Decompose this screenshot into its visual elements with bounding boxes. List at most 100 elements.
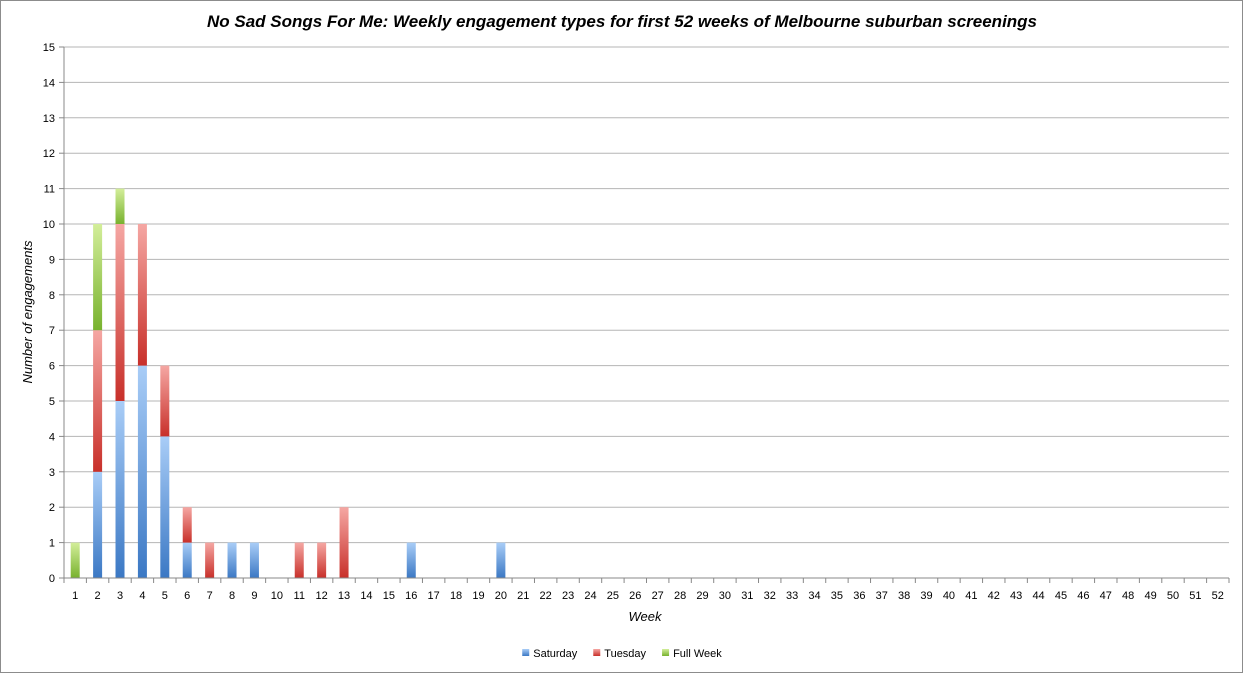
bar-layer — [70, 188, 506, 578]
bar-tuesday-week-6 — [182, 507, 192, 543]
bar-tuesday-week-13 — [339, 507, 349, 578]
y-tick-label: 10 — [43, 219, 55, 231]
x-tick-label: 48 — [1122, 590, 1134, 602]
x-tick-label: 51 — [1189, 590, 1201, 602]
y-tick-label: 7 — [49, 325, 55, 337]
legend-item-tuesday: Tuesday — [593, 648, 647, 660]
x-tick-label: 46 — [1077, 590, 1089, 602]
x-tick-label: 23 — [562, 590, 574, 602]
x-tick-label: 24 — [584, 590, 596, 602]
legend: Saturday Tuesday Full Week — [522, 648, 722, 660]
x-tick-label: 27 — [652, 590, 664, 602]
x-tick-label: 8 — [229, 590, 235, 602]
x-tick-label: 42 — [988, 590, 1000, 602]
y-tick-label: 0 — [49, 573, 55, 585]
x-tick-label: 12 — [316, 590, 328, 602]
x-tick-label: 5 — [162, 590, 168, 602]
x-tick-label: 50 — [1167, 590, 1179, 602]
y-tick-label: 1 — [49, 538, 55, 550]
x-tick-label: 22 — [540, 590, 552, 602]
x-tick-label: 28 — [674, 590, 686, 602]
x-tick-label: 40 — [943, 590, 955, 602]
legend-item-saturday: Saturday — [522, 648, 578, 660]
x-tick-label: 13 — [338, 590, 350, 602]
x-tick-label: 31 — [741, 590, 753, 602]
legend-swatch — [593, 649, 601, 656]
x-tick-label: 17 — [428, 590, 440, 602]
x-tick-label: 10 — [271, 590, 283, 602]
x-tick-label: 52 — [1212, 590, 1224, 602]
x-tick-label: 9 — [251, 590, 257, 602]
x-tick-label: 16 — [405, 590, 417, 602]
bar-full-week-week-3 — [115, 188, 125, 224]
x-tick-label: 21 — [517, 590, 529, 602]
bar-tuesday-week-2 — [93, 330, 103, 472]
x-axis-label: Week — [629, 609, 663, 624]
y-tick-label: 4 — [49, 431, 55, 443]
y-tick-label: 8 — [49, 290, 55, 302]
y-tick-label: 3 — [49, 467, 55, 479]
x-tick-label: 19 — [472, 590, 484, 602]
x-tick-label: 18 — [450, 590, 462, 602]
x-tick-label: 32 — [764, 590, 776, 602]
legend-label: Tuesday — [604, 648, 646, 660]
x-tick-label: 14 — [360, 590, 372, 602]
x-tick-label: 6 — [184, 590, 190, 602]
x-tick-label: 33 — [786, 590, 798, 602]
y-tick-label: 5 — [49, 396, 55, 408]
bar-tuesday-week-3 — [115, 224, 125, 401]
bar-saturday-week-4 — [137, 365, 147, 578]
bar-full-week-week-1 — [70, 542, 80, 578]
x-tick-label: 41 — [965, 590, 977, 602]
legend-swatch — [522, 649, 530, 656]
x-tick-label: 43 — [1010, 590, 1022, 602]
legend-item-full-week: Full Week — [662, 648, 722, 660]
legend-swatch — [662, 649, 670, 656]
x-tick-label: 35 — [831, 590, 843, 602]
x-tick-label: 47 — [1100, 590, 1112, 602]
x-tick-label: 26 — [629, 590, 641, 602]
y-tick-label: 9 — [49, 254, 55, 266]
y-tick-label: 14 — [43, 77, 55, 89]
bar-tuesday-week-7 — [205, 542, 215, 578]
x-tick-label: 3 — [117, 590, 123, 602]
x-tick-label: 37 — [876, 590, 888, 602]
legend-label: Full Week — [673, 648, 722, 660]
bar-saturday-week-2 — [93, 471, 103, 578]
y-tick-label: 13 — [43, 113, 55, 125]
x-tick-label: 30 — [719, 590, 731, 602]
x-tick-label: 4 — [139, 590, 145, 602]
x-tick-label: 45 — [1055, 590, 1067, 602]
bar-tuesday-week-12 — [317, 542, 327, 578]
grid-lines — [64, 46, 1229, 544]
bar-tuesday-week-4 — [137, 224, 147, 366]
chart-title: No Sad Songs For Me: Weekly engagement t… — [207, 12, 1037, 31]
x-tick-label: 7 — [207, 590, 213, 602]
x-tick-label: 36 — [853, 590, 865, 602]
bar-saturday-week-6 — [182, 542, 192, 578]
x-tick-label: 44 — [1032, 590, 1044, 602]
bar-saturday-week-5 — [160, 436, 170, 578]
x-tick-label: 25 — [607, 590, 619, 602]
x-tick-label: 49 — [1144, 590, 1156, 602]
y-tick-label: 2 — [49, 502, 55, 514]
x-tick-label: 11 — [294, 590, 305, 602]
bar-saturday-week-20 — [496, 542, 506, 578]
x-tick-label: 39 — [920, 590, 932, 602]
x-axis-ticks: 1 2 3 4 5 6 7 8 9 10 11 12 13 14 15 16 17 18 19 20 21 22 23 24 2… — [63, 578, 1230, 602]
x-tick-label: 20 — [495, 590, 507, 602]
y-tick-label: 11 — [44, 184, 55, 196]
x-tick-label: 38 — [898, 590, 910, 602]
bar-saturday-week-3 — [115, 401, 125, 578]
y-tick-label: 15 — [43, 42, 55, 54]
x-tick-label: 2 — [95, 590, 101, 602]
x-tick-label: 29 — [696, 590, 708, 602]
y-axis-label: Number of engagements — [20, 240, 35, 384]
bar-saturday-week-8 — [227, 542, 237, 578]
bar-tuesday-week-11 — [294, 542, 304, 578]
bar-full-week-week-2 — [93, 224, 103, 331]
x-tick-label: 1 — [72, 590, 78, 602]
